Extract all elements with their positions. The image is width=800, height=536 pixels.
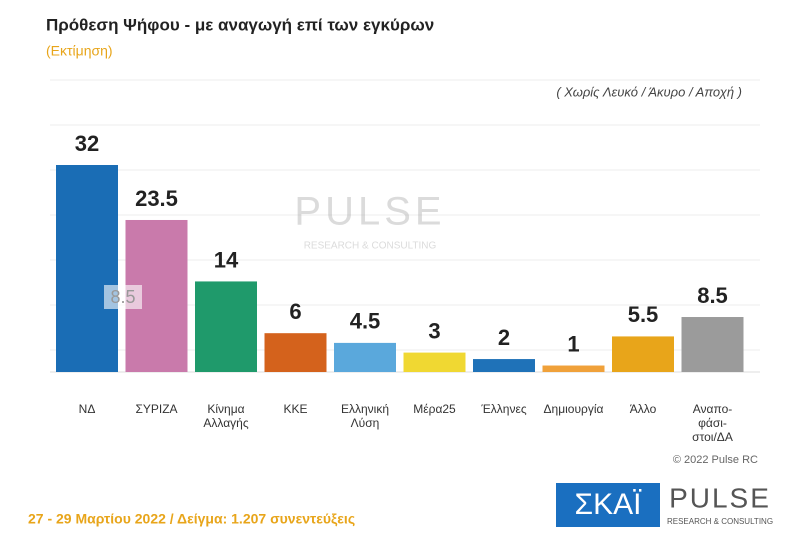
value-label: 2 [498, 325, 510, 350]
bar [542, 365, 605, 372]
bar [681, 317, 744, 372]
value-label: 14 [214, 247, 239, 272]
x-tick-label: Αναπο-φάσι-στοι/ΔΑ [692, 402, 733, 444]
x-tick-label: Έλληνες [480, 402, 526, 416]
x-tick-label: ΣΥΡΙΖΑ [135, 402, 177, 416]
annotation-box [104, 285, 142, 309]
x-tick-label: Ελληνική Λύση [341, 402, 389, 430]
value-label: 5.5 [628, 302, 659, 327]
watermark-tagline: RESEARCH & CONSULTING [304, 241, 437, 252]
value-label: 4.5 [350, 309, 381, 334]
x-tick-label: ΚΚΕ [283, 402, 307, 416]
x-tick-label: Κίνημα Αλλαγής [203, 402, 248, 430]
bar [334, 342, 396, 372]
bar [56, 165, 118, 372]
value-label: 6 [289, 299, 301, 324]
copyright: © 2022 Pulse RC [673, 454, 758, 466]
channel-logo: ΣΚΑΪ [575, 488, 643, 521]
chart-subtitle: (Εκτίμηση) [46, 43, 113, 59]
bar [264, 333, 327, 372]
bar [403, 352, 466, 372]
x-tick-label: ΝΔ [79, 402, 96, 416]
channel-logo-box [556, 483, 660, 527]
note: ( Χωρίς Λευκό / Άκυρο / Αποχή ) [556, 84, 742, 99]
chart-title: Πρόθεση Ψήφου - με αναγωγή επί των εγκύρ… [46, 15, 434, 34]
x-tick-label: Δημιουργία [544, 402, 604, 416]
bar [473, 359, 535, 372]
annotation: 8.5 [110, 287, 135, 307]
x-tick-label: Μέρα25 [413, 402, 456, 416]
value-label: 32 [75, 131, 99, 156]
value-label: 1 [567, 331, 579, 356]
watermark: PULSE RESEARCH & CONSULTING [294, 190, 445, 252]
bar [612, 336, 674, 372]
bar [195, 281, 257, 372]
value-label: 3 [428, 318, 440, 343]
value-label: 8.5 [697, 283, 728, 308]
value-label: 23.5 [135, 186, 178, 211]
brand-logo: PULSE [669, 482, 771, 513]
x-tick-label: Άλλο [630, 402, 657, 416]
brand-tagline: RESEARCH & CONSULTING [667, 517, 773, 526]
watermark-brand: PULSE [294, 190, 445, 234]
footer: 27 - 29 Μαρτίου 2022 / Δείγμα: 1.207 συν… [28, 511, 355, 527]
